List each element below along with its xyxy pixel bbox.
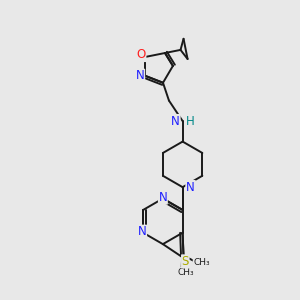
Text: N: N bbox=[186, 181, 195, 194]
Text: O: O bbox=[136, 49, 146, 62]
Text: S: S bbox=[182, 255, 189, 268]
Text: CH₃: CH₃ bbox=[177, 268, 194, 277]
Text: N: N bbox=[186, 181, 195, 194]
Text: CH₃: CH₃ bbox=[193, 258, 210, 267]
Text: N: N bbox=[136, 69, 145, 82]
Text: N: N bbox=[171, 115, 180, 128]
Text: N: N bbox=[138, 225, 146, 238]
Text: N: N bbox=[158, 191, 167, 204]
Text: H: H bbox=[186, 115, 195, 128]
